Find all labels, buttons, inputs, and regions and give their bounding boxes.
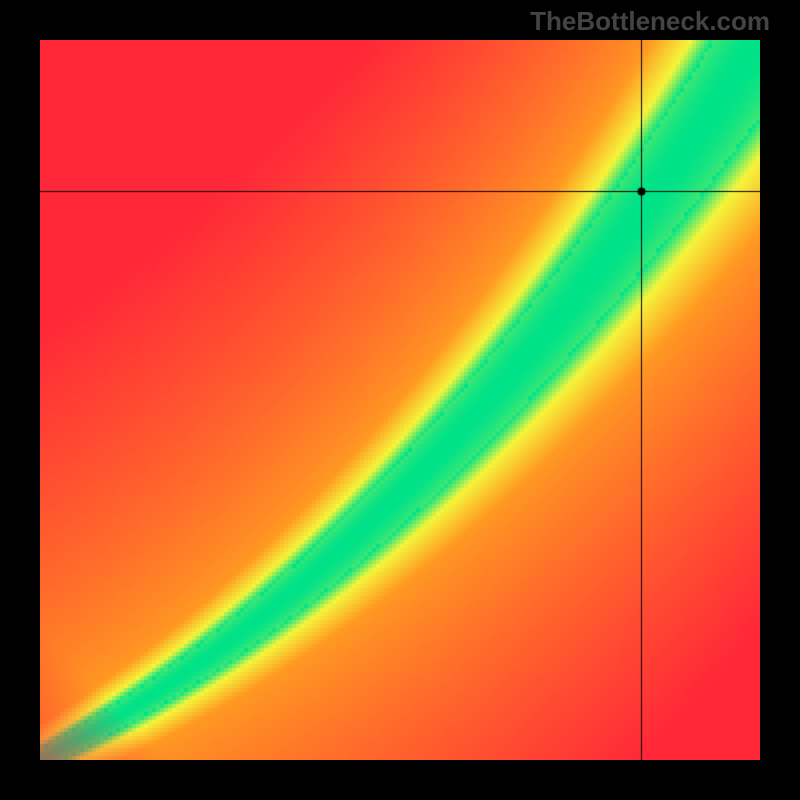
chart-container: TheBottleneck.com <box>0 0 800 800</box>
bottleneck-heatmap <box>40 40 760 760</box>
watermark-text: TheBottleneck.com <box>530 6 770 37</box>
